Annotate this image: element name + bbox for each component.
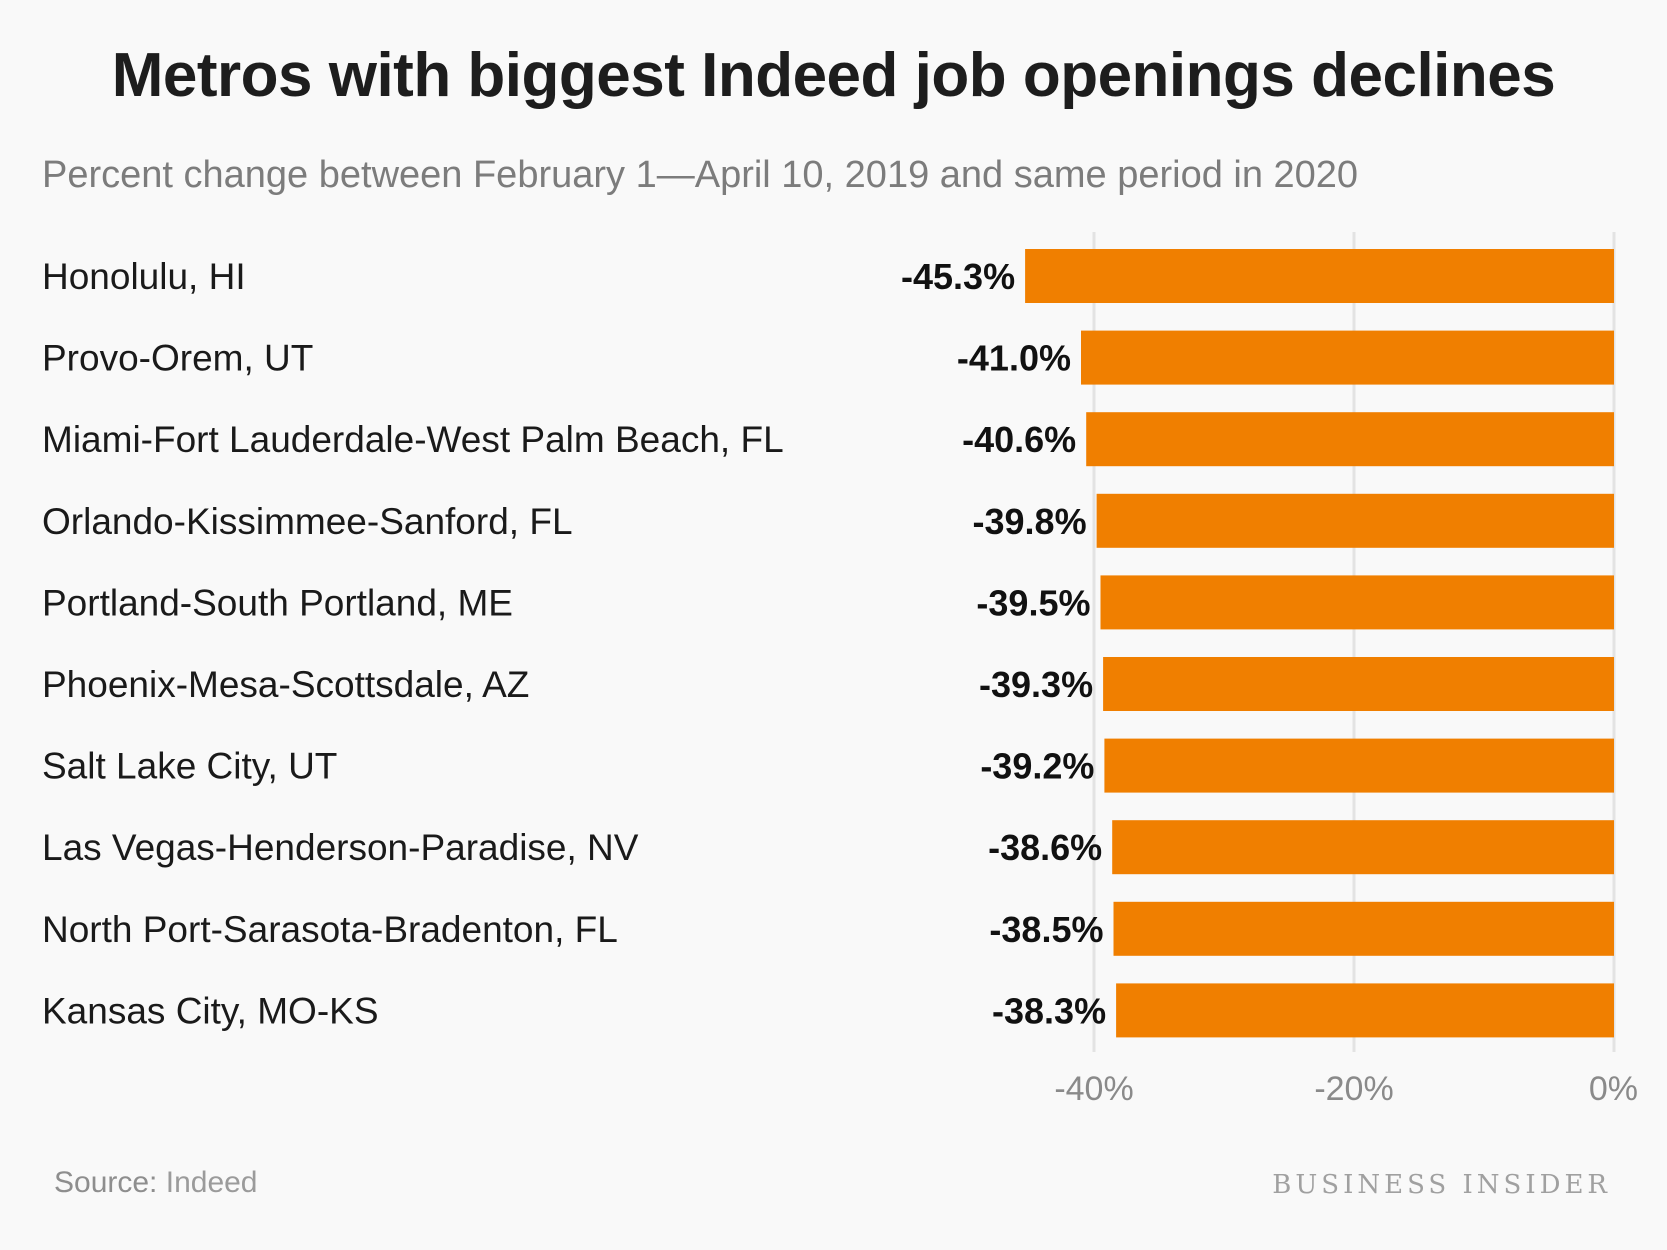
x-tick-label-1: -20% [1314,1070,1393,1108]
value-label-2: -40.6% [962,419,1076,460]
x-tick-label-0: -40% [1054,1070,1133,1108]
value-label-1: -41.0% [957,338,1071,379]
x-tick-label-2: 0% [1589,1070,1638,1108]
category-label-3: Orlando-Kissimmee-Sanford, FL [42,501,573,542]
bar-4 [1100,575,1614,630]
bar-2 [1086,412,1614,467]
category-label-9: Kansas City, MO-KS [42,990,379,1031]
category-label-0: Honolulu, HI [42,256,246,297]
category-label-5: Phoenix-Mesa-Scottsdale, AZ [42,664,529,705]
value-label-7: -38.6% [988,827,1102,868]
category-label-8: North Port-Sarasota-Bradenton, FL [42,909,618,950]
value-label-0: -45.3% [901,256,1015,297]
category-label-4: Portland-South Portland, ME [42,582,513,623]
chart-title: Metros with biggest Indeed job openings … [111,41,1556,110]
value-labels: -45.3% -41.0% -40.6% -39.8% -39.5% -39.3% -39.… [901,256,1106,1031]
category-label-1: Provo-Orem, UT [42,338,313,379]
bar-5 [1103,657,1614,711]
bar-7 [1112,820,1614,875]
category-label-6: Salt Lake City, UT [42,746,337,787]
category-labels: Honolulu, HI Provo-Orem, UT Miami-Fort Lau… [42,256,784,1031]
bar-3 [1096,493,1614,548]
value-label-5: -39.3% [979,664,1093,705]
value-label-8: -38.5% [989,909,1103,950]
value-label-6: -39.2% [980,746,1094,787]
chart-subtitle: Percent change between February 1—April … [42,154,1359,196]
source-value: Indeed [165,1166,258,1199]
value-label-3: -39.8% [973,501,1087,542]
bars [1025,249,1614,1038]
source-note: Source: Indeed [54,1166,258,1200]
bar-1 [1081,330,1614,385]
x-axis-ticks: -40% -20% 0% [1054,1070,1638,1108]
source-label: Source: [54,1166,158,1199]
bar-9 [1116,983,1614,1038]
bar-6 [1104,738,1614,793]
bar-0 [1025,249,1614,303]
category-label-2: Miami-Fort Lauderdale-West Palm Beach, F… [42,419,784,460]
value-label-9: -38.3% [992,990,1106,1031]
category-label-7: Las Vegas-Henderson-Paradise, NV [42,827,639,868]
brand-logo: BUSINESS INSIDER [1272,1170,1611,1200]
value-label-4: -39.5% [976,582,1090,623]
bar-8 [1113,901,1614,956]
